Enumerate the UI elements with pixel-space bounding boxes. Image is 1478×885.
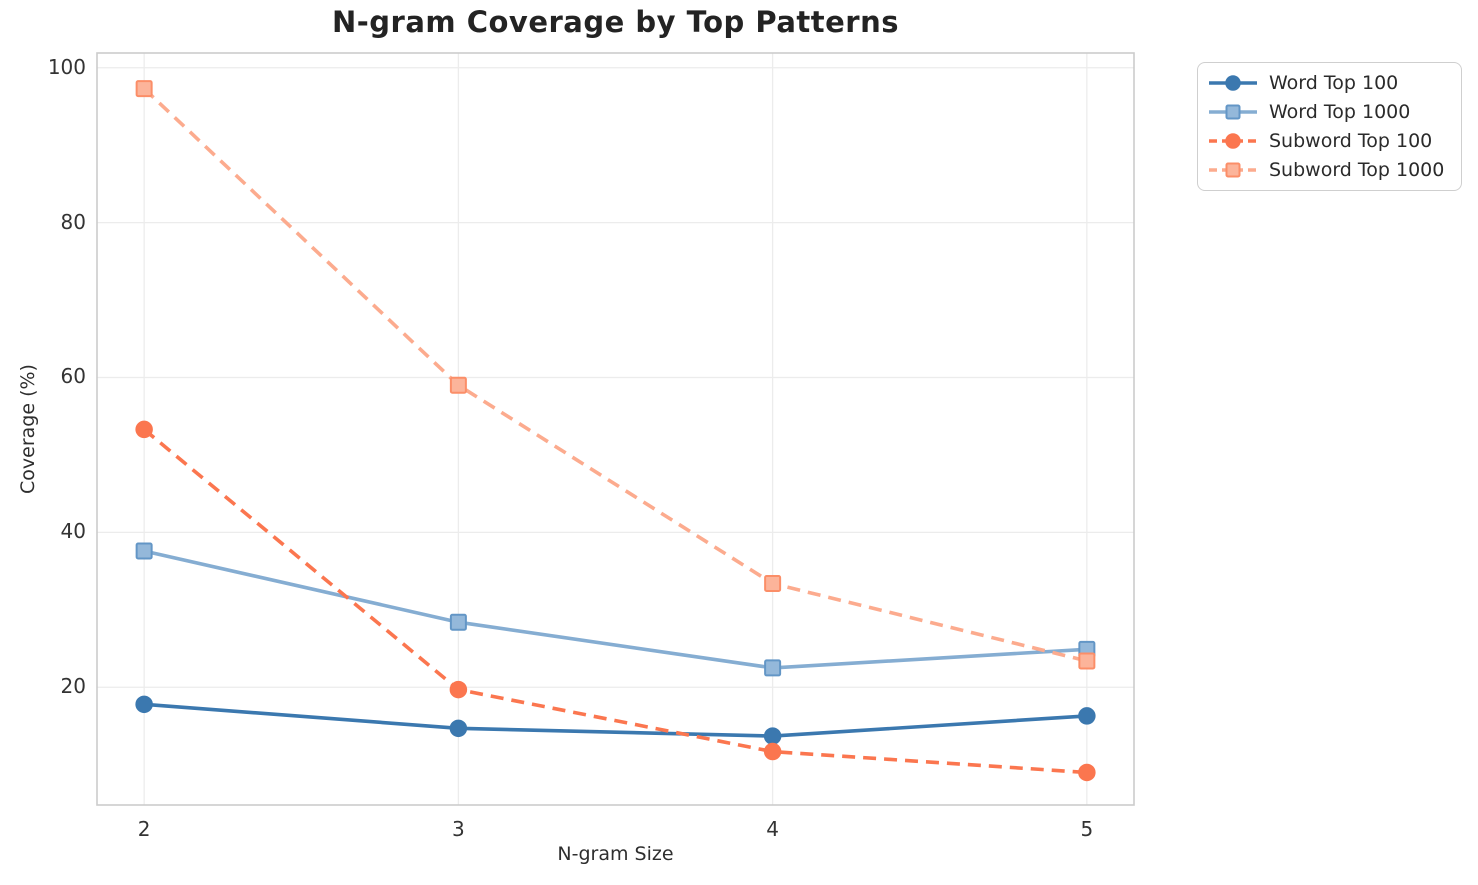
marker-word-top-100-x5 [1078,707,1096,725]
x-axis-label: N-gram Size [557,843,674,865]
marker-subword-top-1000-x2 [135,80,153,98]
legend-swatch-subword-top-1000 [1209,162,1257,178]
legend-label-subword-top-1000: Subword Top 1000 [1269,158,1445,181]
y-tick-label-20: 20 [60,674,86,699]
legend-item-word-top-100: Word Top 100 [1208,69,1451,97]
marker-subword-top-1000-x5 [1078,652,1096,670]
y-tick-label-40: 40 [60,519,86,544]
x-tick-label-3: 3 [452,817,465,841]
legend-marker-word-top-1000 [1225,104,1241,120]
legend-marker-subword-top-1000 [1225,162,1241,178]
plot-area-border [96,52,1135,806]
y-tick-label-100: 100 [47,54,86,79]
x-tick-label-2: 2 [137,817,151,841]
marker-word-top-100-x3 [449,719,468,738]
x-tick-label-4: 4 [766,817,779,841]
marker-word-top-100-x2 [135,695,153,714]
legend-item-subword-top-100: Subword Top 100 [1208,127,1451,155]
marker-subword-top-100-x3 [449,680,468,699]
legend-swatch-subword-top-100 [1209,133,1257,149]
marker-word-top-1000-x4 [764,659,782,677]
legend-marker-subword-top-100 [1225,133,1241,149]
x-tick-label-5: 5 [1080,817,1094,841]
marker-word-top-100-x4 [763,727,782,745]
marker-word-top-1000-x2 [135,542,153,560]
marker-subword-top-100-x5 [1078,763,1096,782]
legend-marker-word-top-100 [1225,75,1241,92]
legend: Word Top 100 Word Top 1000 Subword Top 100… [1197,62,1462,191]
marker-subword-top-100-x2 [135,420,153,439]
legend-item-word-top-1000: Word Top 1000 [1208,98,1451,126]
legend-swatch-word-top-1000 [1209,104,1257,120]
marker-word-top-1000-x3 [449,613,467,631]
series-line-word-top-1000 [143,549,1088,670]
legend-swatch-word-top-100 [1209,75,1257,92]
series-line-subword-top-100 [142,428,1088,775]
marker-subword-top-100-x4 [763,742,782,761]
legend-item-subword-top-1000: Subword Top 1000 [1208,156,1451,184]
marker-subword-top-1000-x3 [449,376,467,394]
series-line-word-top-100 [143,702,1088,738]
legend-label-word-top-1000: Word Top 1000 [1269,101,1411,124]
legend-label-word-top-100: Word Top 100 [1269,72,1399,95]
marker-subword-top-1000-x4 [764,575,782,593]
series-line-subword-top-1000 [142,87,1088,663]
y-tick-label-60: 60 [60,364,86,389]
legend-label-subword-top-100: Subword Top 100 [1269,129,1433,152]
chart-title: N-gram Coverage by Top Patterns [331,5,900,39]
y-tick-label-80: 80 [60,209,86,234]
